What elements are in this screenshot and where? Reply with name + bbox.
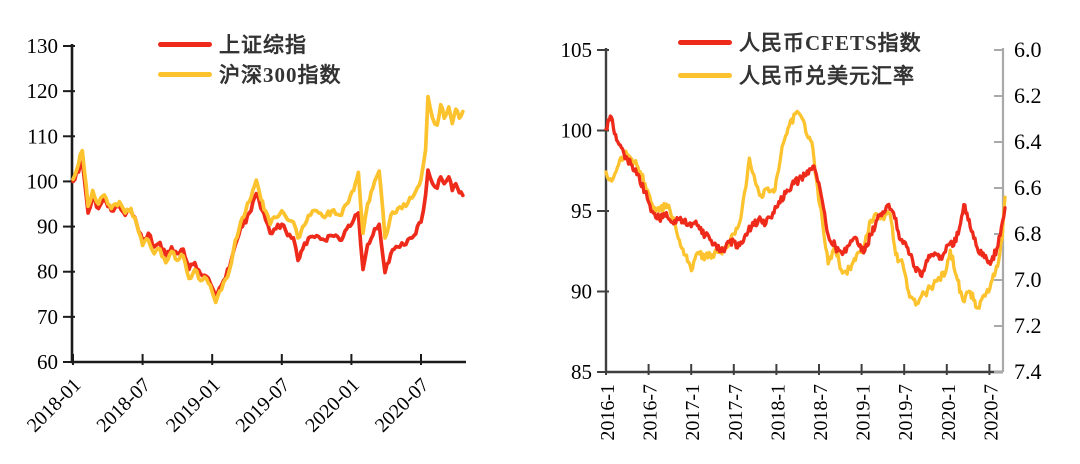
legend-right-chart: 人民币CFETS指数 人民币兑美元汇率 [678, 29, 922, 88]
svg-text:2020-01: 2020-01 [301, 374, 364, 437]
svg-text:100: 100 [561, 119, 593, 143]
svg-text:2018-01: 2018-01 [23, 374, 86, 437]
svg-text:2018-7: 2018-7 [810, 384, 832, 441]
legend-swatch-usdcny-rate [678, 72, 732, 78]
svg-text:2016-7: 2016-7 [640, 384, 662, 441]
legend-label-csi300: 沪深300指数 [219, 63, 342, 87]
svg-text:2019-1: 2019-1 [853, 384, 875, 441]
svg-text:100: 100 [27, 169, 59, 193]
svg-text:2016-1: 2016-1 [597, 384, 619, 441]
svg-text:2019-07: 2019-07 [232, 374, 295, 437]
svg-text:130: 130 [27, 34, 59, 58]
legend-swatch-sse-composite [158, 41, 212, 47]
svg-text:110: 110 [27, 124, 58, 148]
svg-text:6.4: 6.4 [1014, 129, 1042, 154]
svg-text:6.8: 6.8 [1014, 221, 1042, 246]
legend-item-csi300: 沪深300指数 [158, 61, 342, 87]
svg-text:7.4: 7.4 [1014, 359, 1042, 384]
svg-text:2018-07: 2018-07 [92, 374, 155, 437]
svg-text:80: 80 [37, 260, 58, 284]
svg-text:2020-7: 2020-7 [980, 384, 1002, 441]
svg-text:85: 85 [571, 360, 592, 384]
legend-label-sse-composite: 上证综指 [219, 33, 307, 57]
svg-text:7.0: 7.0 [1014, 267, 1042, 292]
svg-text:105: 105 [561, 38, 593, 62]
legend-item-usdcny: 人民币兑美元汇率 [678, 62, 922, 88]
svg-text:2017-7: 2017-7 [725, 384, 747, 441]
svg-text:70: 70 [37, 305, 58, 329]
svg-text:120: 120 [27, 79, 59, 103]
legend-item-sse: 上证综指 [158, 31, 342, 57]
svg-text:90: 90 [571, 280, 592, 304]
legend-label-cfets-index: 人民币CFETS指数 [739, 31, 922, 55]
svg-text:2019-7: 2019-7 [895, 384, 917, 441]
legend-label-usdcny-rate: 人民币兑美元汇率 [739, 64, 915, 88]
svg-text:6.2: 6.2 [1014, 83, 1042, 108]
svg-text:7.2: 7.2 [1014, 313, 1042, 338]
svg-text:2020-1: 2020-1 [938, 384, 960, 441]
svg-text:90: 90 [37, 215, 58, 239]
svg-text:2018-1: 2018-1 [767, 384, 789, 441]
svg-text:2020-07: 2020-07 [371, 374, 434, 437]
legend-item-cfets: 人民币CFETS指数 [678, 29, 922, 55]
svg-text:95: 95 [571, 199, 592, 223]
svg-text:2019-01: 2019-01 [162, 374, 225, 437]
svg-text:6.6: 6.6 [1014, 175, 1042, 200]
legend-left-chart: 上证综指 沪深300指数 [158, 31, 342, 87]
svg-text:2017-1: 2017-1 [682, 384, 704, 441]
legend-swatch-cfets-index [678, 39, 732, 45]
svg-text:60: 60 [37, 350, 58, 374]
svg-text:6.0: 6.0 [1014, 37, 1042, 62]
legend-swatch-csi300 [158, 71, 212, 77]
